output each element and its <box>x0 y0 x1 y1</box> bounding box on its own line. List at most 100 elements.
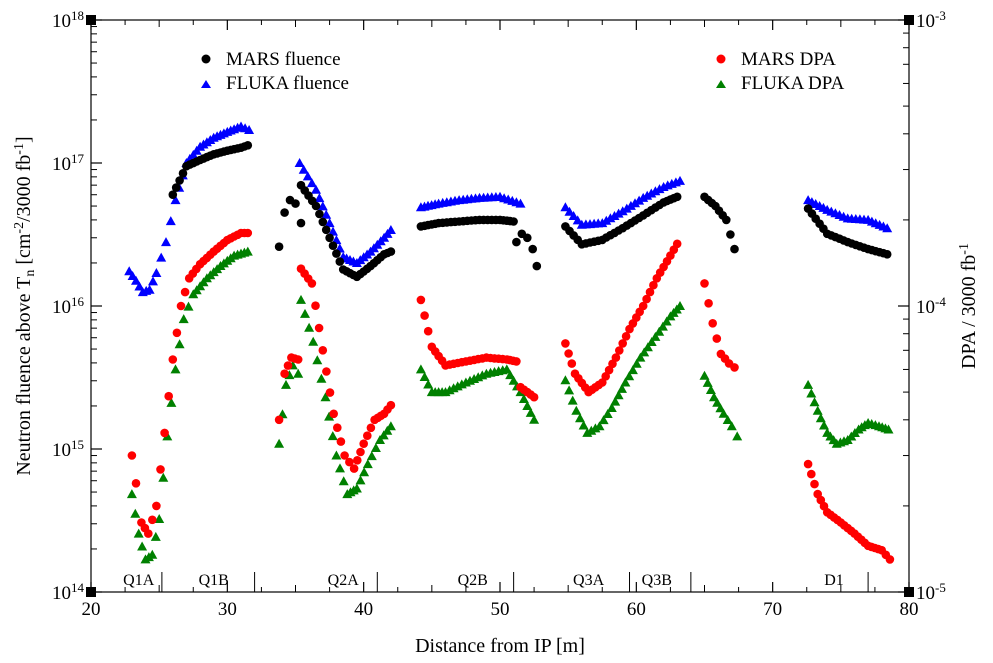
fluka-fluence-point <box>882 223 893 233</box>
fluka-dpa-point <box>415 364 426 374</box>
fluka-fluence-point <box>385 225 396 234</box>
fluka-dpa-point <box>642 342 653 352</box>
mars-dpa-point <box>649 280 658 290</box>
fluka-dpa-point <box>812 405 823 415</box>
mars-dpa-point <box>615 346 624 355</box>
fluka-dpa-point <box>335 463 345 473</box>
mars-dpa-point <box>156 465 165 474</box>
mars-fluence-point <box>178 169 188 178</box>
magnet-label: Q3A <box>573 572 605 589</box>
fluka-dpa-point <box>646 337 657 346</box>
fluka-dpa-point <box>650 331 661 341</box>
fluka-fluence-point <box>294 158 305 167</box>
fluka-dpa-point <box>154 514 165 523</box>
fluka-dpa-point <box>699 370 710 380</box>
right-tick-label: 10-3 <box>916 8 946 33</box>
fluka-dpa-point <box>320 392 331 402</box>
fluka-dpa-point <box>338 476 349 486</box>
mars-dpa-point <box>180 287 190 297</box>
left-tick-label: 1018 <box>52 8 84 33</box>
fluka-fluence-point <box>617 206 628 216</box>
fluka-dpa-point <box>375 435 385 444</box>
fluka-dpa-point <box>327 431 338 441</box>
mars-fluence-point <box>274 242 284 251</box>
fluka-dpa-point <box>606 403 617 412</box>
mars-dpa-point <box>359 439 369 449</box>
mars-dpa-point <box>311 301 320 311</box>
mars-dpa-point <box>386 400 396 410</box>
mars-fluence-point <box>523 233 532 243</box>
fluka-dpa-point <box>726 421 737 431</box>
mars-dpa-point <box>243 228 253 238</box>
mars-dpa-point <box>512 357 521 366</box>
fluka-dpa-point <box>419 372 430 381</box>
fluka-fluence-point <box>165 216 176 226</box>
fluka-fluence-point <box>630 198 640 208</box>
fluka-dpa-point <box>529 414 540 424</box>
fluka-dpa-point <box>126 489 137 499</box>
fluka-fluence-point <box>324 218 335 228</box>
mars-dpa-point <box>529 392 539 402</box>
mars-fluence-point <box>291 199 300 208</box>
fluka-dpa-point <box>661 316 672 326</box>
mars-dpa-point <box>325 388 335 397</box>
mars-fluence-point <box>280 208 289 217</box>
fluka-dpa-point <box>598 415 609 425</box>
legend-label-fluka-dpa: FLUKA DPA <box>741 73 845 94</box>
mars-fluence-point <box>328 241 338 250</box>
fluka-dpa-point <box>809 397 820 407</box>
fluka-dpa-point <box>293 368 304 378</box>
mars-dpa-point <box>618 339 627 348</box>
corner-marker <box>86 15 96 25</box>
fluka-dpa-point <box>359 467 370 477</box>
right-axis-label: DPA / 3000 fb-1 <box>957 243 981 369</box>
fluka-dpa-point <box>505 370 516 380</box>
fluka-fluence-point <box>572 215 583 225</box>
x-tick-label: 60 <box>627 599 646 620</box>
fluka-dpa-point <box>675 301 685 310</box>
fluka-dpa-point <box>501 364 512 374</box>
fluka-dpa-point <box>382 425 393 435</box>
mars-dpa-point <box>810 479 819 489</box>
mars-dpa-point <box>708 319 717 328</box>
mars-dpa-point <box>353 456 362 465</box>
magnet-label: Q1B <box>199 572 229 589</box>
fluka-fluence-point <box>560 202 571 212</box>
fluka-dpa-point <box>657 321 668 331</box>
fluka-fluence-point <box>321 209 332 219</box>
fluka-dpa-point <box>712 397 723 407</box>
mars-fluence-point <box>243 141 253 150</box>
legend-dpa: MARS DPA FLUKA DPA <box>716 49 845 94</box>
magnet-label: Q2B <box>458 572 488 589</box>
mars-fluence-point <box>882 250 892 259</box>
mars-dpa-point <box>423 326 433 336</box>
mars-fluence-point <box>332 249 341 258</box>
magnet-label: Q1A <box>123 572 155 589</box>
fluka-dpa-point <box>281 379 291 389</box>
fluka-dpa-point <box>366 451 377 461</box>
fluka-dpa-point <box>370 443 381 452</box>
mars-dpa-point <box>280 369 289 379</box>
fluka-dpa-point <box>130 508 141 518</box>
fluka-dpa-point <box>304 322 315 332</box>
magnet-labels: Q1A Q1B Q2A Q2B Q3A Q3B D1 <box>123 572 869 592</box>
mars-dpa-point <box>807 469 816 479</box>
mars-dpa-point <box>314 323 324 333</box>
mars-fluence-point <box>318 217 328 227</box>
fluka-dpa-point <box>883 424 894 434</box>
mars-dpa-point <box>363 431 372 441</box>
x-axis-ticks: 20 30 40 50 60 70 80 <box>82 20 919 620</box>
fluka-fluence-point <box>311 184 321 194</box>
fluka-dpa-point <box>174 339 185 349</box>
mars-dpa-point <box>283 361 293 370</box>
fluka-dpa-point <box>617 383 627 393</box>
mars-dpa-point <box>176 301 186 311</box>
mars-dpa-point <box>168 355 178 364</box>
fluka-dpa-point <box>296 294 306 304</box>
fluka-dpa-point <box>610 396 621 406</box>
fluka-dpa-point <box>578 420 589 430</box>
fluka-dpa-point <box>624 371 635 381</box>
fluka-fluence-point <box>515 198 526 208</box>
fluka-dpa-point <box>166 397 177 407</box>
